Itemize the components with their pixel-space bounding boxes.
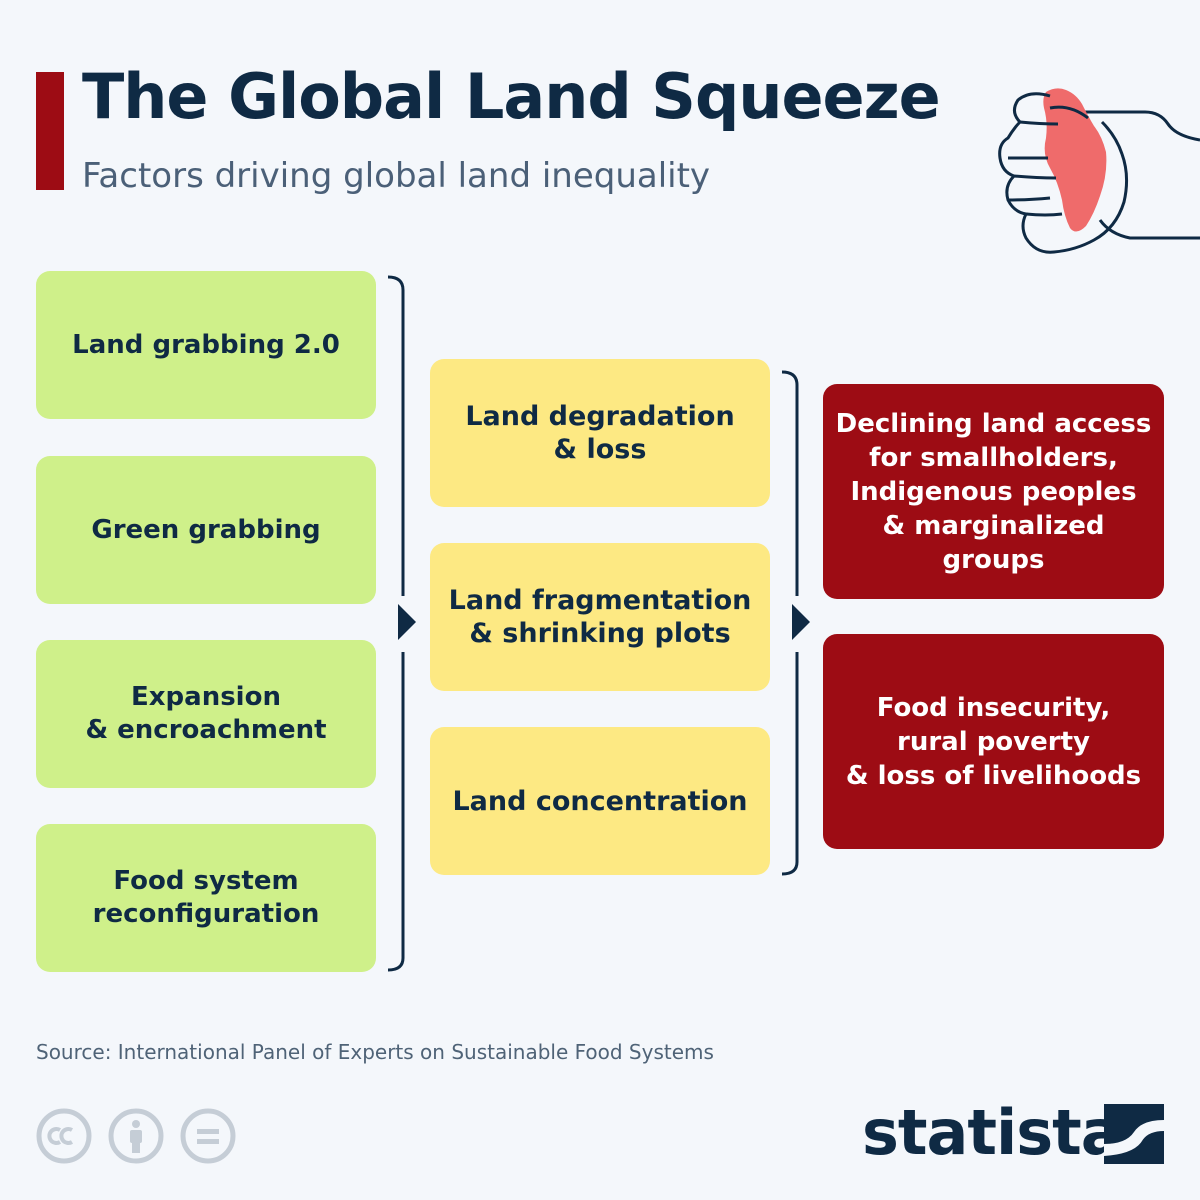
process-box-degradation: Land degradation & loss [430,359,770,507]
page-subtitle: Factors driving global land inequality [82,156,711,196]
statista-wordmark[interactable]: statista [862,1096,1123,1169]
title-accent-bar [36,72,64,190]
process-box-concentration: Land concentration [430,727,770,875]
process-box-fragmentation: Land fragmentation & shrinking plots [430,543,770,691]
equals-icon[interactable] [180,1108,236,1164]
outcome-box-land-access: Declining land access for smallholders, … [823,384,1164,599]
bracket-drivers [387,275,405,972]
fist-globe-icon [998,88,1200,254]
source-note: Source: International Panel of Experts o… [36,1040,714,1064]
arrow-right-icon [792,604,810,640]
person-icon[interactable] [108,1108,164,1164]
statista-logo-icon[interactable] [1104,1104,1164,1164]
page-title: The Global Land Squeeze [82,60,941,133]
driver-box-food-system: Food system reconfiguration [36,824,376,972]
cc-icon[interactable] [36,1108,92,1164]
driver-box-green-grabbing: Green grabbing [36,456,376,604]
bracket-processes [781,370,799,876]
arrow-right-icon [398,604,416,640]
driver-box-land-grabbing: Land grabbing 2.0 [36,271,376,419]
driver-box-expansion: Expansion & encroachment [36,640,376,788]
outcome-box-food-insecurity: Food insecurity, rural poverty & loss of… [823,634,1164,849]
